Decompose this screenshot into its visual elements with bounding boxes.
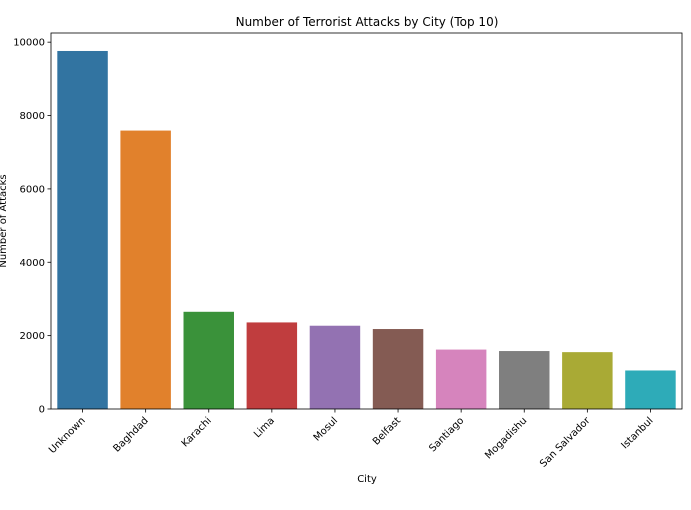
y-tick-label: 10000 [13, 38, 45, 49]
x-tick-label: Unknown [47, 415, 88, 456]
bar-baghdad [120, 130, 171, 409]
x-tick-label: Santiago [427, 415, 466, 454]
x-tick-label: Belfast [371, 415, 403, 447]
x-axis: Unknown Baghdad Karachi Lima Mosul Belfast San… [47, 409, 656, 470]
bar-mogadishu [499, 351, 550, 409]
x-tick-label: Mosul [312, 415, 340, 443]
y-tick-label: 8000 [20, 111, 45, 122]
y-axis: 0 2000 4000 6000 8000 10000 [13, 38, 51, 416]
y-tick-label: 6000 [20, 184, 45, 195]
y-tick-label: 0 [39, 405, 45, 416]
bar-unknown [57, 50, 108, 409]
bar-lima [246, 322, 298, 409]
bar-santiago [435, 349, 487, 409]
x-axis-label: City [357, 474, 377, 485]
x-tick-label: Istanbul [619, 415, 655, 451]
bar-mosul [309, 325, 361, 409]
chart-title: Number of Terrorist Attacks by City (Top… [236, 15, 499, 29]
x-tick-label: San Salvador [538, 415, 593, 470]
x-tick-label: Mogadishu [483, 415, 529, 461]
bar-san-salvador [562, 352, 613, 409]
bars-group [57, 50, 676, 409]
y-tick-label: 4000 [20, 258, 45, 269]
y-axis-label: Number of Attacks [0, 174, 9, 267]
y-tick-label: 2000 [20, 331, 45, 342]
x-tick-label: Baghdad [112, 415, 151, 454]
bar-karachi [183, 311, 234, 409]
plot-frame [50, 32, 683, 410]
x-tick-label: Karachi [180, 415, 214, 449]
bar-belfast [372, 329, 424, 409]
x-tick-label: Lima [252, 415, 277, 440]
bar-istanbul [625, 370, 676, 409]
